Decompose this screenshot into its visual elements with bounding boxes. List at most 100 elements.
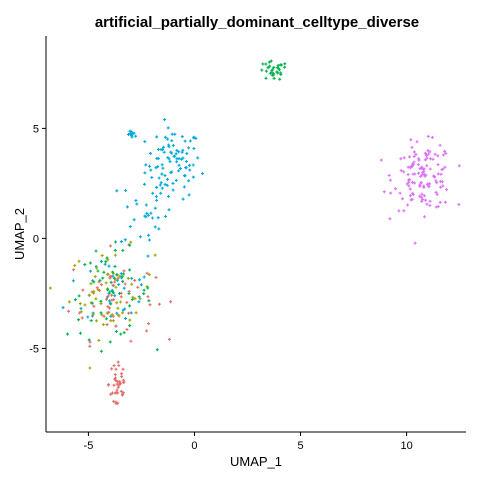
data-point [113,377,117,381]
data-point [417,171,420,175]
data-point [130,282,134,286]
data-point [421,198,425,202]
data-point [128,268,132,272]
data-point [429,157,432,161]
data-point [175,160,179,164]
y-tick-label: 0 [33,233,39,245]
data-point [73,264,77,267]
data-point [114,324,118,328]
data-point [425,164,429,168]
data-point [422,194,426,198]
data-point [419,174,423,178]
data-point [109,319,113,323]
data-point [67,309,71,313]
data-point [162,145,165,149]
data-point [98,278,102,282]
data-point [279,71,283,75]
data-point [184,166,188,170]
data-point [181,156,185,160]
data-point [161,148,165,152]
data-point [163,174,167,177]
data-point [166,137,170,141]
data-point [172,155,176,158]
data-point [104,260,108,264]
data-point [119,295,123,299]
data-point [181,197,185,201]
data-point [71,279,75,283]
data-point [261,62,265,66]
data-point [163,182,167,186]
data-point [91,314,94,318]
data-point [160,172,164,176]
data-point [108,340,112,344]
data-point [441,167,445,171]
data-point [423,215,426,219]
data-point [413,241,417,245]
data-point [96,288,100,292]
data-point [134,199,138,202]
data-point [147,322,150,326]
data-point [127,292,131,295]
data-point [113,280,117,284]
data-point [143,140,147,144]
data-point [125,205,129,209]
data-point [173,132,177,136]
data-point [420,192,424,196]
data-point [428,199,432,203]
data-point [108,290,112,294]
data-point [132,218,136,222]
data-point [268,71,272,75]
data-point [112,298,116,302]
data-point [97,338,101,342]
data-point [117,364,121,367]
data-point [106,288,110,292]
data-point [122,331,126,335]
data-point [128,129,132,133]
data-point [275,66,279,70]
data-point [116,306,120,310]
data-point [440,180,444,184]
data-point [73,298,77,302]
data-point [93,275,97,279]
data-point [443,165,447,169]
data-point [127,133,130,136]
data-point [113,294,117,298]
data-point [196,156,200,160]
data-point [146,213,150,217]
data-point [181,148,185,152]
data-point [399,157,403,161]
data-point [124,317,127,320]
data-point [100,313,104,317]
data-point [168,160,172,164]
data-point [177,163,181,167]
data-point [444,151,448,155]
data-point [121,378,125,382]
data-point [105,272,109,276]
data-point [162,150,166,154]
data-point [111,270,115,274]
data-point [103,262,107,266]
data-point [159,191,163,195]
data-point [118,292,121,295]
x-tick-label: 0 [191,440,197,452]
data-point [88,366,92,370]
data-point [182,185,186,189]
data-point [433,175,436,178]
data-point [100,283,103,287]
data-point [420,195,423,199]
data-point [411,193,415,196]
data-point [278,77,282,81]
data-point [129,311,133,315]
data-point [48,286,52,290]
data-point [145,271,149,275]
data-point [128,324,132,328]
data-point [164,215,168,218]
data-point [145,329,149,333]
data-point [92,291,95,295]
data-point [116,385,120,389]
data-point [122,269,126,273]
y-axis-label: UMAP_2 [12,208,27,260]
data-point [151,216,154,220]
data-point [112,364,116,368]
